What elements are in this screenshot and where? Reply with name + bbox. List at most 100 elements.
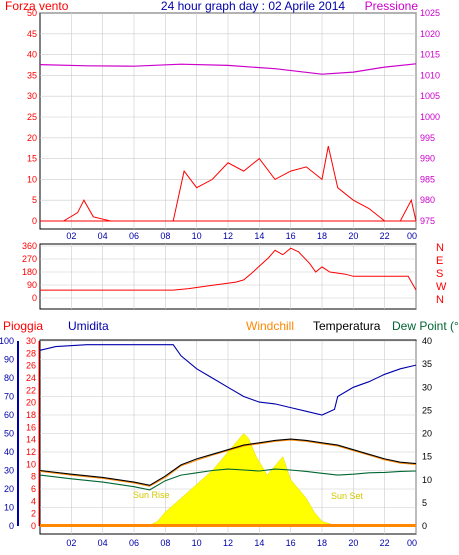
rain-label: Pioggia — [3, 319, 43, 333]
sunrise-label: Sun Rise — [133, 490, 170, 500]
pressure-axis-label: Pressione — [365, 0, 419, 13]
rain-tick-label: 14 — [26, 435, 36, 445]
humidity-tick-label: 60 — [4, 410, 14, 420]
pressure-tick-label: 990 — [420, 154, 435, 164]
wind-speed-tick-label: 15 — [27, 154, 37, 164]
solar-area — [40, 433, 416, 527]
rain-tick-label: 12 — [26, 447, 36, 457]
humidity-tick-label: 20 — [4, 484, 14, 494]
temperature-label: Temperatura — [313, 319, 381, 333]
x-tick-label: 22 — [380, 231, 390, 241]
x-tick-label: 18 — [317, 231, 327, 241]
x-tick-label: 08 — [160, 538, 170, 548]
sunset-label: Sun Set — [331, 491, 364, 501]
temperature-tick-label: 5 — [422, 498, 427, 508]
temperature-tick-label: 0 — [422, 521, 427, 531]
pressure-line — [39, 63, 417, 75]
wind-speed-tick-label: 25 — [27, 112, 37, 122]
rain-baseline — [40, 524, 416, 527]
rain-tick-label: 8 — [31, 472, 36, 482]
rain-tick-label: 30 — [26, 336, 36, 346]
pressure-tick-label: 995 — [420, 133, 435, 143]
x-tick-label: 22 — [380, 538, 390, 548]
direction-tick-label: 180 — [22, 267, 37, 277]
x-tick-label: 16 — [286, 231, 296, 241]
pressure-tick-label: 985 — [420, 174, 435, 184]
humidity-tick-label: 40 — [4, 447, 14, 457]
compass-tick-label: S — [436, 268, 443, 280]
rain-tick-label: 26 — [26, 361, 36, 371]
compass-tick-label: E — [436, 255, 443, 267]
compass-tick-label: N — [436, 242, 444, 254]
compass-tick-label: N — [436, 294, 444, 306]
axis-ticks: 0510152025303540455097598098599099510001… — [0, 8, 447, 548]
x-tick-label: 06 — [129, 538, 139, 548]
wind-speed-tick-label: 50 — [27, 8, 37, 18]
rain-tick-label: 0 — [31, 521, 36, 531]
x-tick-label: 02 — [66, 231, 76, 241]
rain-tick-label: 28 — [26, 348, 36, 358]
x-tick-label: 10 — [192, 231, 202, 241]
temperature-tick-label: 25 — [422, 405, 432, 415]
humidity-line — [39, 344, 417, 416]
temperature-tick-label: 30 — [422, 382, 432, 392]
grid-lines — [40, 12, 417, 534]
temperature-tick-label: 10 — [422, 475, 432, 485]
wind-speed-tick-label: 0 — [32, 216, 37, 226]
humidity-tick-label: 80 — [4, 373, 14, 383]
x-tick-label: 06 — [129, 231, 139, 241]
wind-speed-tick-label: 20 — [27, 133, 37, 143]
dewpoint-label: Dew Point (°C — [392, 319, 459, 333]
x-tick-label: 12 — [223, 538, 233, 548]
x-tick-label: 04 — [98, 231, 108, 241]
x-tick-label: 14 — [254, 231, 264, 241]
temperature-tick-label: 15 — [422, 452, 432, 462]
humidity-tick-label: 30 — [4, 466, 14, 476]
x-tick-label: 18 — [317, 538, 327, 548]
pressure-tick-label: 1025 — [420, 8, 440, 18]
dewpoint-line — [39, 468, 417, 491]
x-tick-label: 08 — [160, 231, 170, 241]
rain-tick-label: 4 — [31, 496, 36, 506]
rain-tick-label: 10 — [26, 459, 36, 469]
humidity-label: Umidita — [68, 319, 109, 333]
x-tick-label: 16 — [286, 538, 296, 548]
windchill-line — [39, 439, 417, 487]
pressure-tick-label: 1010 — [420, 70, 440, 80]
rain-tick-label: 6 — [31, 484, 36, 494]
pressure-tick-label: 980 — [420, 195, 435, 205]
x-tick-label: 00 — [407, 538, 417, 548]
chart-marks — [17, 63, 417, 527]
wind-speed-axis-label: Forza vento — [5, 0, 69, 13]
temperature-tick-label: 20 — [422, 429, 432, 439]
rain-tick-label: 20 — [26, 398, 36, 408]
humidity-tick-label: 50 — [4, 429, 14, 439]
rain-tick-label: 24 — [26, 373, 36, 383]
direction-tick-label: 0 — [32, 293, 37, 303]
pressure-tick-label: 1005 — [420, 91, 440, 101]
wind-speed-tick-label: 30 — [27, 91, 37, 101]
wind-speed-tick-label: 10 — [27, 174, 37, 184]
rain-tick-label: 18 — [26, 410, 36, 420]
windchill-label: Windchill — [246, 319, 294, 333]
x-tick-label: 20 — [348, 231, 358, 241]
wind-speed-tick-label: 35 — [27, 70, 37, 80]
humidity-tick-label: 100 — [0, 336, 14, 346]
humidity-tick-label: 90 — [4, 355, 14, 365]
temperature-line — [39, 438, 417, 486]
x-tick-label: 00 — [407, 231, 417, 241]
x-tick-label: 04 — [98, 538, 108, 548]
compass-tick-label: W — [436, 281, 447, 293]
pressure-tick-label: 975 — [420, 216, 435, 226]
pressure-tick-label: 1020 — [420, 29, 440, 39]
wind-speed-tick-label: 40 — [27, 50, 37, 60]
wind-speed-tick-label: 45 — [27, 29, 37, 39]
x-tick-label: 10 — [192, 538, 202, 548]
x-tick-label: 12 — [223, 231, 233, 241]
direction-tick-label: 360 — [22, 241, 37, 251]
rain-tick-label: 2 — [31, 509, 36, 519]
pressure-tick-label: 1000 — [420, 112, 440, 122]
humidity-tick-label: 10 — [4, 503, 14, 513]
rain-tick-label: 22 — [26, 385, 36, 395]
humidity-tick-label: 70 — [4, 392, 14, 402]
